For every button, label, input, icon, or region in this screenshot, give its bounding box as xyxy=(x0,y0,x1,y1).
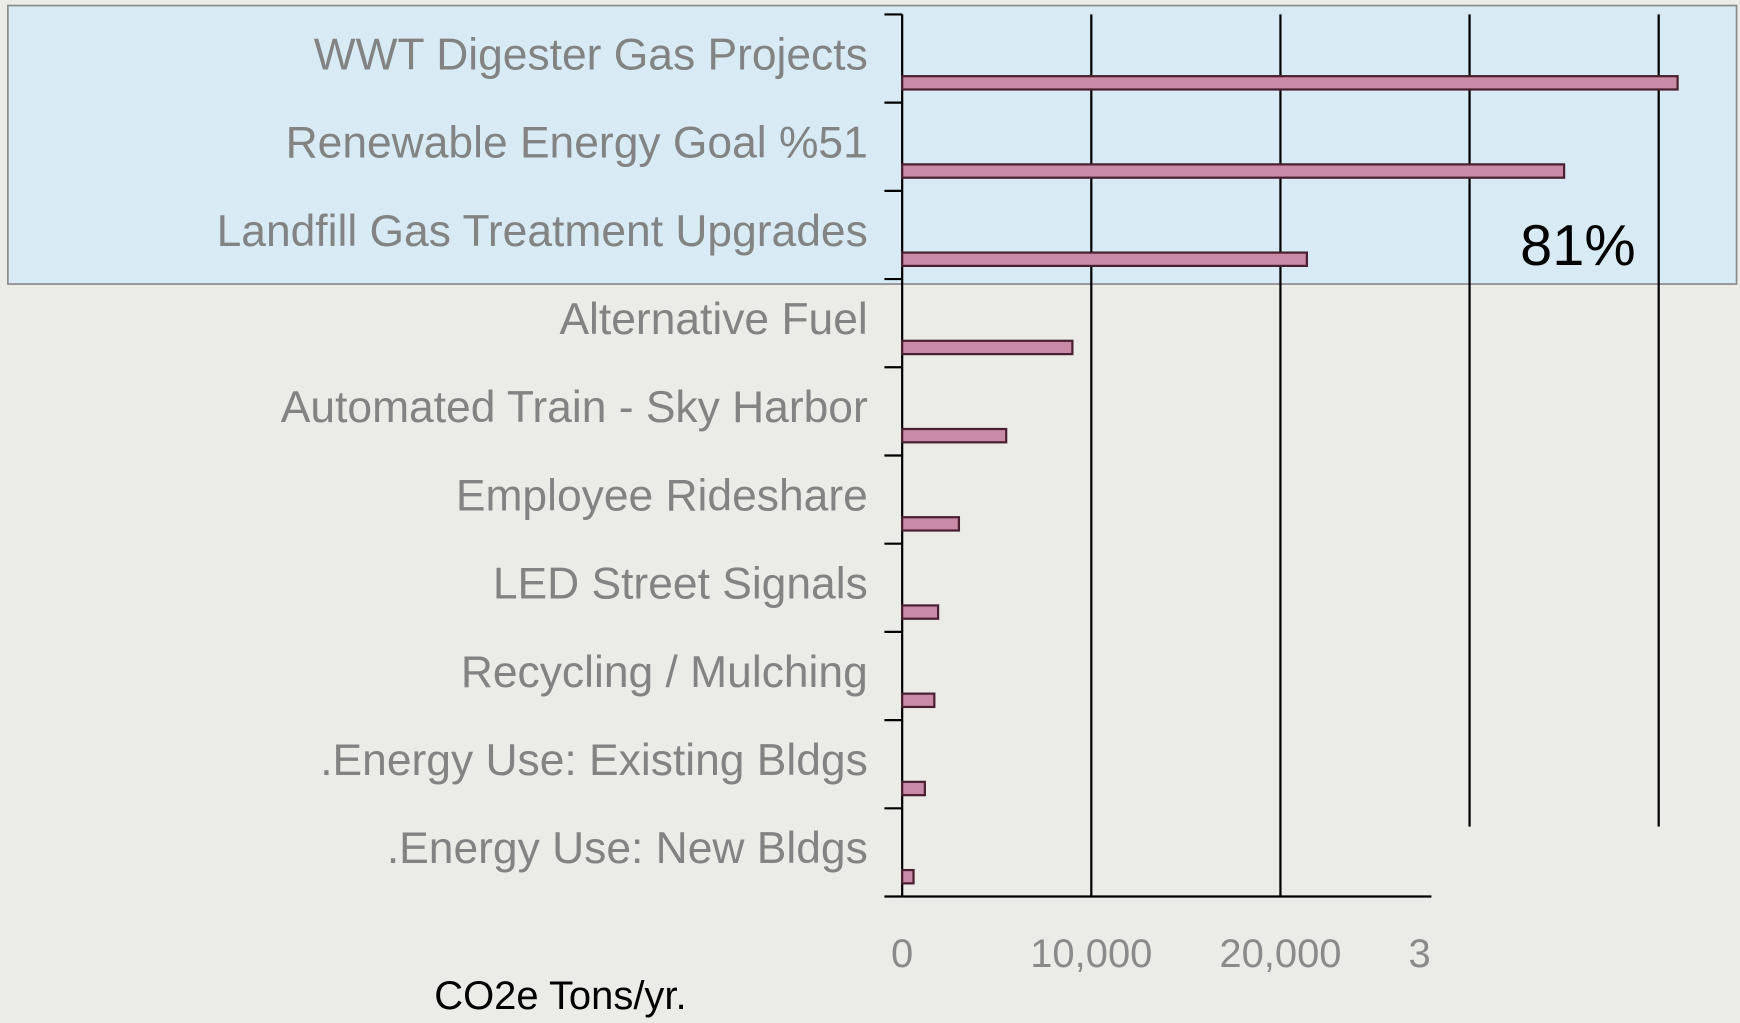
bar xyxy=(901,339,1074,356)
bar xyxy=(901,692,936,709)
category-label: Employee Rideshare xyxy=(456,471,868,520)
category-label: Alternative Fuel xyxy=(559,295,867,344)
bar xyxy=(901,516,961,532)
category-label: Automated Train - Sky Harbor xyxy=(281,383,868,432)
bar xyxy=(901,163,1566,179)
x-tick-label: 20,000 xyxy=(1219,932,1341,976)
category-label: Renewable Energy Goal %51 xyxy=(286,119,868,168)
x-axis-label: CO2e Tons/yr. xyxy=(434,974,686,1018)
bar xyxy=(901,604,940,620)
category-label: Recycling / Mulching xyxy=(461,648,868,697)
bar xyxy=(901,780,926,797)
bar xyxy=(901,868,915,885)
x-tick-label: 10,000 xyxy=(1030,932,1152,976)
category-label: .Energy Use: Existing Bldgs xyxy=(320,736,868,785)
cover-patch xyxy=(1431,826,1740,1023)
category-label: LED Street Signals xyxy=(493,560,868,609)
category-label: WWT Digester Gas Projects xyxy=(314,30,868,79)
highlight-box xyxy=(7,4,1738,285)
annotation: 81% xyxy=(1520,214,1635,278)
category-label: .Energy Use: New Bldgs xyxy=(387,824,868,873)
bar xyxy=(901,251,1309,268)
x-tick-label: 0 xyxy=(891,932,913,976)
category-label: Landfill Gas Treatment Upgrades xyxy=(217,207,868,256)
bar xyxy=(901,75,1679,91)
bar xyxy=(901,427,1008,444)
